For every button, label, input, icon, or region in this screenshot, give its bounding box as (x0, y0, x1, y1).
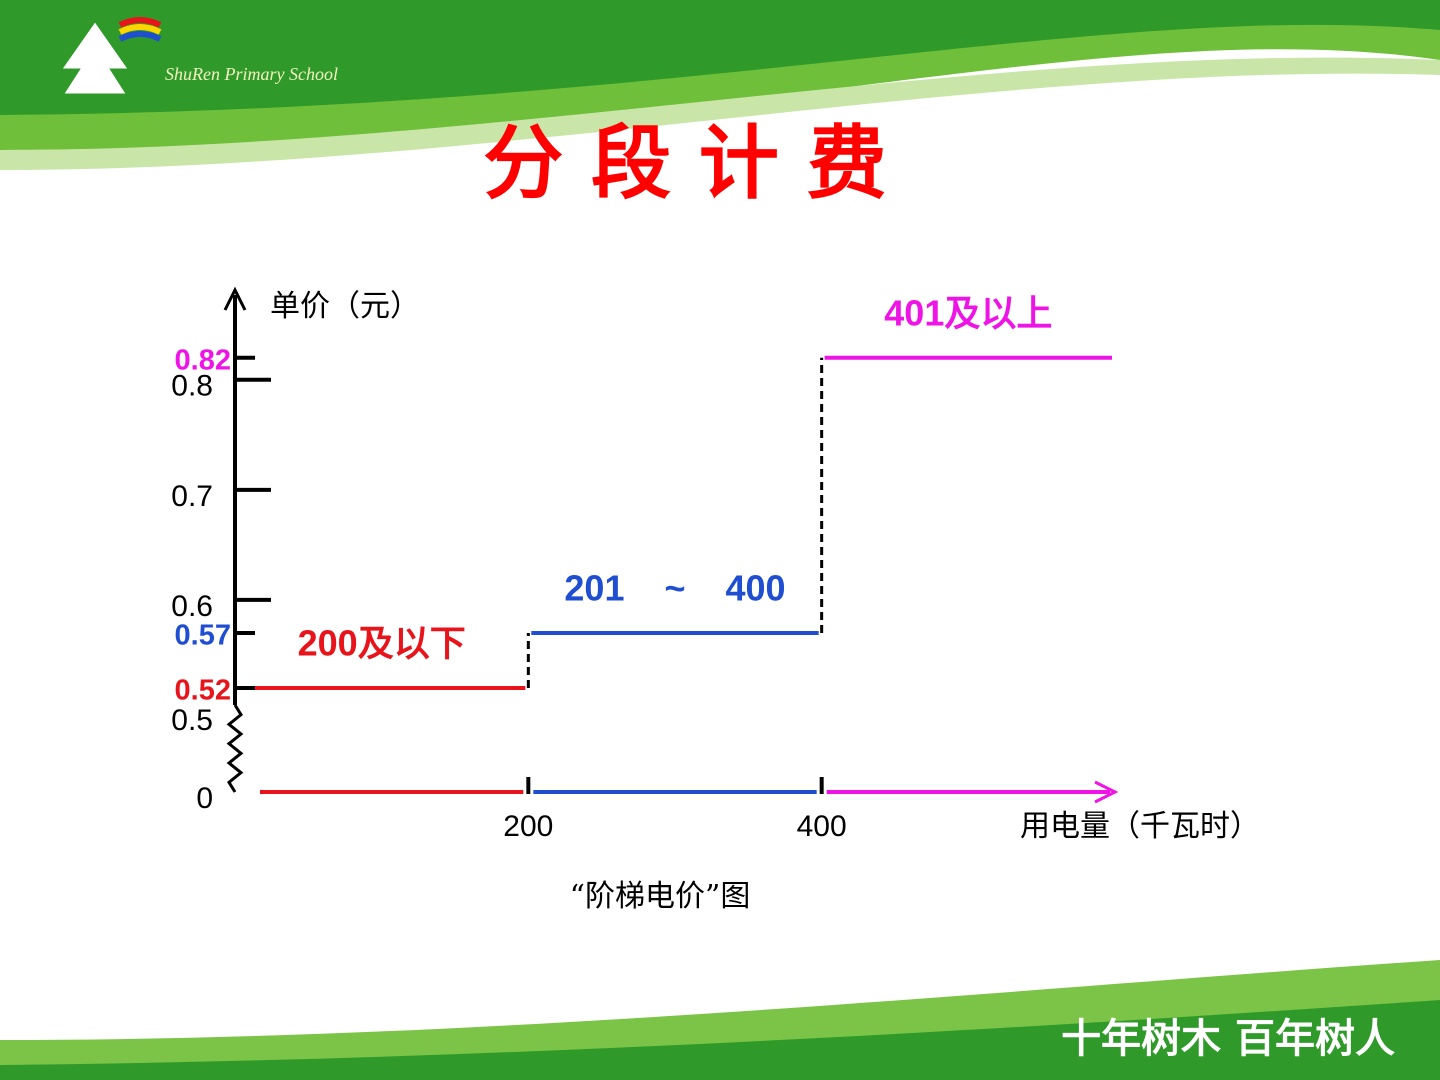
logo-rainbow (118, 17, 162, 28)
y-axis-arrow (223, 286, 247, 311)
y-tick-label: 0.8 (171, 370, 213, 403)
top-swoosh-dark (0, 0, 1440, 115)
x-tick-label: 200 (503, 810, 553, 843)
series-label: 201 ~ 400 (564, 567, 785, 608)
value-label: 0.82 (175, 344, 231, 376)
logo: ShuRen Primary School (57, 17, 338, 97)
y-tick-label: 0 (196, 782, 213, 815)
school-name: ShuRen Primary School (165, 64, 338, 84)
y-tick-label: 0.7 (171, 480, 213, 513)
y-axis-label: 单价（元） (270, 289, 420, 324)
value-label: 0.57 (175, 620, 231, 652)
logo-tree (57, 17, 133, 97)
chart-title: 分 段 计 费 (483, 116, 887, 210)
bottom-swoosh-dark (0, 1000, 1440, 1080)
logo-rainbow (118, 31, 162, 42)
x-axis-label: 用电量（千瓦时） (1020, 809, 1260, 844)
y-tick-label: 0.5 (171, 704, 213, 737)
chart-caption: “阶梯电价”图 (570, 879, 751, 914)
x-tick-label: 400 (797, 810, 847, 843)
y-tick-label: 0.6 (171, 590, 213, 623)
chart: 0 0.5 0.6 0.7 0.8 200 400 0.52 200及以下 0.57 201 ~ 4… (171, 286, 1119, 843)
series-label: 200及以下 (298, 622, 466, 663)
series-label: 401及以上 (884, 292, 1052, 333)
axis-break (226, 704, 244, 793)
footer-motto: 十年树木 百年树人 (1061, 1015, 1395, 1062)
x-axis-arrow (1094, 780, 1119, 804)
value-label: 0.52 (175, 675, 231, 707)
top-swoosh-light (0, 57, 1440, 170)
logo-rainbow (118, 24, 162, 35)
